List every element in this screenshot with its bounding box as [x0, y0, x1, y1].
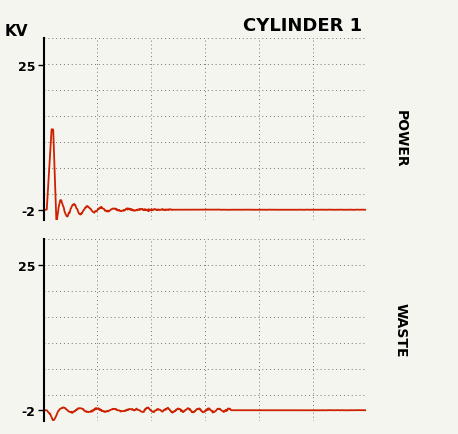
Text: WASTE: WASTE	[394, 302, 408, 357]
Text: CYLINDER 1: CYLINDER 1	[243, 17, 362, 35]
Text: POWER: POWER	[394, 110, 408, 168]
Text: KV: KV	[5, 24, 28, 39]
